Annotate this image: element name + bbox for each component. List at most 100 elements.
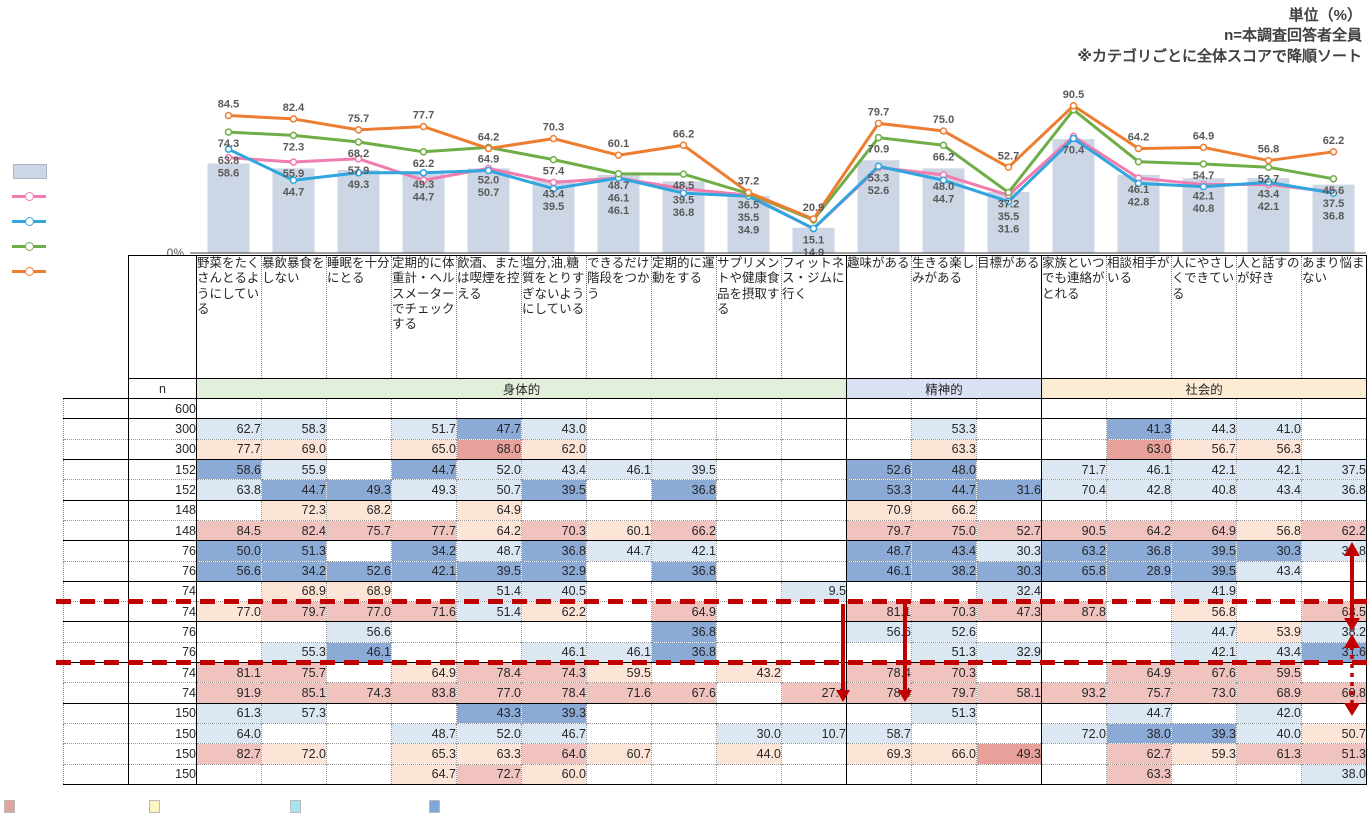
score-cell: 51.3 [911, 641, 977, 663]
score-cell: 63.5 [1301, 601, 1367, 622]
data-label: 40.8 [1193, 203, 1214, 215]
n-value: 74 [128, 601, 197, 622]
bar-total-bar [1182, 178, 1225, 253]
row-label-cell [63, 479, 129, 501]
score-cell: 82.4 [261, 519, 327, 541]
column-header: 定期的に体重計・ヘルスメーターでチェックする [391, 255, 457, 379]
score-cell: 40.0 [1236, 722, 1302, 744]
score-cell: 50.0 [196, 540, 262, 561]
data-label: 39.5 [543, 201, 564, 213]
score-cell: 58.3 [261, 418, 327, 440]
line-orange-marker [419, 122, 428, 131]
score-cell: 72.0 [261, 743, 327, 765]
n-value: 74 [128, 662, 197, 683]
data-label: 57.9 [348, 165, 369, 177]
score-cell: 60.0 [521, 763, 587, 785]
line-orange-marker [289, 115, 298, 123]
score-cell: 10.7 [781, 722, 847, 744]
score-cell: 39.5 [456, 560, 522, 582]
column-header: フィットネス・ジムに行く [781, 255, 847, 379]
score-cell [716, 438, 782, 460]
score-cell [261, 397, 327, 419]
score-cell [1106, 621, 1172, 643]
score-cell: 39.5 [1171, 540, 1237, 561]
line-blue-marker [484, 166, 493, 175]
score-cell: 79.7 [911, 682, 977, 704]
score-cell: 65.3 [391, 743, 457, 765]
score-cell [456, 621, 522, 643]
score-cell: 78.4 [846, 662, 912, 683]
row-label-cell [63, 560, 129, 582]
column-header: できるだけ階段をつかう [586, 255, 652, 379]
score-cell: 59.3 [1171, 743, 1237, 765]
score-cell [586, 702, 652, 724]
line-green-marker [224, 128, 233, 136]
score-cell [1301, 560, 1367, 582]
score-cell: 77.7 [391, 519, 457, 541]
score-cell: 61.3 [196, 702, 262, 724]
score-cell: 43.4 [1236, 479, 1302, 501]
score-cell: 91.9 [196, 682, 262, 704]
score-cell: 69.3 [846, 743, 912, 765]
score-cell [651, 743, 717, 765]
n-value: 600 [128, 397, 197, 419]
score-cell: 79.7 [261, 601, 327, 622]
column-header: 人と話すのが好き [1236, 255, 1302, 379]
bar-total-bar [402, 171, 445, 253]
data-label: 43.4 [543, 188, 565, 200]
score-cell [1041, 580, 1107, 602]
score-cell: 72.3 [261, 499, 327, 521]
data-label: 56.8 [1258, 144, 1279, 156]
score-cell [781, 499, 847, 521]
score-cell [716, 560, 782, 582]
score-cell: 42.0 [1236, 702, 1302, 724]
data-label: 49.3 [413, 179, 434, 191]
n-value: 76 [128, 560, 197, 582]
score-cell: 56.8 [1171, 601, 1237, 622]
column-header: 睡眠を十分にとる [326, 255, 392, 379]
line-blue-marker [1264, 178, 1273, 187]
score-cell [521, 621, 587, 643]
score-cell [521, 397, 587, 419]
bar-total-bar [1247, 178, 1290, 253]
score-cell [716, 682, 782, 704]
score-cell: 74.3 [326, 682, 392, 704]
row-label-cell [63, 702, 129, 724]
score-cell: 75.7 [261, 662, 327, 683]
highlight-legend [0, 798, 1370, 814]
data-label: 34.9 [738, 225, 759, 237]
line-pink-marker [354, 155, 363, 163]
data-label: 43.4 [1258, 188, 1280, 200]
score-cell [1236, 499, 1302, 521]
data-label: 48.0 [933, 181, 954, 193]
score-cell [716, 763, 782, 785]
score-cell: 78.4 [846, 682, 912, 704]
data-label: 70.9 [868, 144, 889, 156]
score-cell: 74.3 [521, 662, 587, 683]
data-label: 62.2 [1323, 135, 1344, 147]
score-cell: 38.0 [1106, 722, 1172, 744]
score-cell: 46.1 [1106, 458, 1172, 480]
line-orange-marker [1134, 144, 1143, 153]
score-cell: 30.3 [976, 540, 1042, 561]
score-cell: 52.6 [326, 560, 392, 582]
data-label: 60.1 [608, 138, 629, 150]
score-cell [846, 438, 912, 460]
score-cell [586, 438, 652, 460]
score-cell [196, 763, 262, 785]
score-cell: 50.7 [456, 479, 522, 501]
score-cell: 34.2 [391, 540, 457, 561]
score-cell: 43.4 [911, 540, 977, 561]
score-cell: 43.0 [521, 418, 587, 440]
column-header: 目標がある [976, 255, 1042, 379]
row-label-cell [63, 540, 129, 561]
score-cell [456, 397, 522, 419]
score-cell [781, 763, 847, 785]
score-cell: 42.1 [1171, 641, 1237, 663]
score-cell [911, 763, 977, 785]
score-cell: 60.8 [1301, 682, 1367, 704]
score-cell: 64.0 [196, 722, 262, 744]
score-cell: 56.8 [1236, 519, 1302, 541]
score-cell: 9.5 [781, 580, 847, 602]
score-cell [976, 722, 1042, 744]
